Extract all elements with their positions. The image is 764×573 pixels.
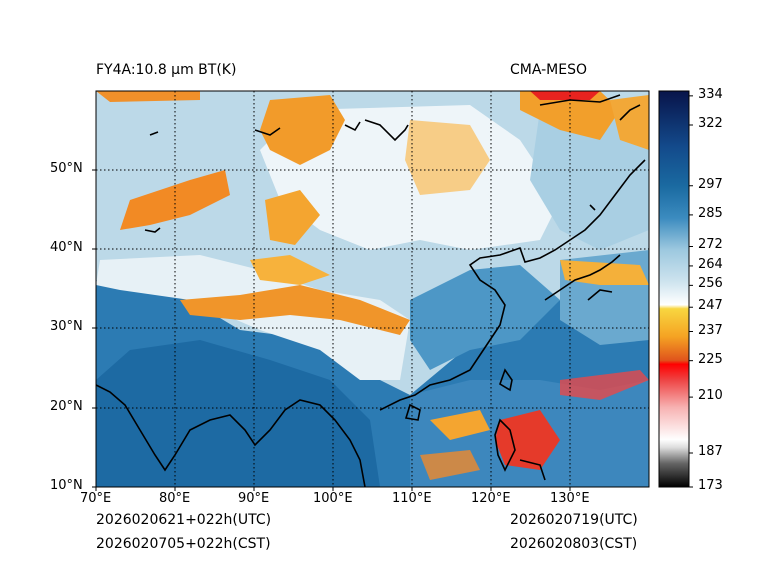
india-blue — [96, 340, 380, 487]
colorbar-tick-label: 187 — [698, 443, 723, 459]
valid-time-utc: 2026020719(UTC) — [510, 512, 638, 528]
cloud-top-japan-n — [610, 95, 649, 150]
cloud-top-lake — [405, 120, 490, 195]
map-frame — [95, 90, 650, 488]
colorbar-tick-label: 210 — [698, 388, 723, 404]
lat-label: 30°N — [50, 319, 83, 334]
china-east-blue — [410, 265, 560, 370]
lon-label: 70°E — [80, 491, 112, 506]
colorbar — [658, 90, 690, 488]
colorbar-tick-label: 256 — [698, 276, 723, 292]
cloud-top-top — [96, 91, 200, 102]
colorbar-tick-label: 272 — [698, 237, 723, 253]
colorbar-tick-label: 225 — [698, 351, 723, 367]
axis-ticks — [92, 169, 571, 491]
colorbar-ticks — [689, 95, 693, 488]
lat-label: 10°N — [50, 478, 83, 493]
graticule — [96, 91, 649, 487]
colorbar-tick-label: 297 — [698, 176, 723, 192]
lat-label: 40°N — [50, 240, 83, 255]
colorbar-tick-label: 237 — [698, 322, 723, 338]
cloud-top-red-top — [530, 91, 600, 100]
cloud-top-tibet — [180, 285, 410, 335]
model-name: CMA-MESO — [510, 62, 588, 78]
lon-label: 120°E — [471, 491, 511, 506]
cloud-top-red-philippines — [495, 410, 560, 470]
lon-label: 80°E — [159, 491, 191, 506]
lon-label: 90°E — [238, 491, 270, 506]
valid-time-cst: 2026020803(CST) — [510, 536, 638, 552]
ne-light — [530, 100, 649, 250]
cloud-top-pacific — [560, 370, 649, 400]
init-time-utc: 2026020621+022h(UTC) — [96, 512, 272, 528]
coastlines — [96, 94, 646, 487]
init-time-cst: 2026020705+022h(CST) — [96, 536, 271, 552]
lon-label: 100°E — [313, 491, 353, 506]
colorbar-tick-label: 285 — [698, 205, 723, 221]
product-title: FY4A:10.8 µm BT(K) — [96, 62, 237, 78]
cloud-top-north-1 — [260, 95, 345, 165]
colorbar-tick-label: 334 — [698, 86, 723, 102]
clear-white-north — [260, 105, 560, 250]
cloud-top-north-2 — [265, 190, 320, 245]
colorbar-tick-label: 322 — [698, 116, 723, 131]
lon-label: 130°E — [550, 491, 590, 506]
lon-label: 110°E — [392, 491, 432, 506]
cloud-top-seasia — [420, 450, 480, 480]
cloud-top-band — [250, 255, 330, 285]
lat-label: 20°N — [50, 399, 83, 414]
colorbar-tick-label: 247 — [698, 298, 723, 314]
colorbar-tick-label: 173 — [698, 478, 723, 493]
cloud-top-korea — [560, 260, 649, 285]
colorbar-tick-label: 264 — [698, 256, 723, 272]
lat-label: 50°N — [50, 161, 83, 176]
cloud-top-scs — [430, 410, 490, 440]
